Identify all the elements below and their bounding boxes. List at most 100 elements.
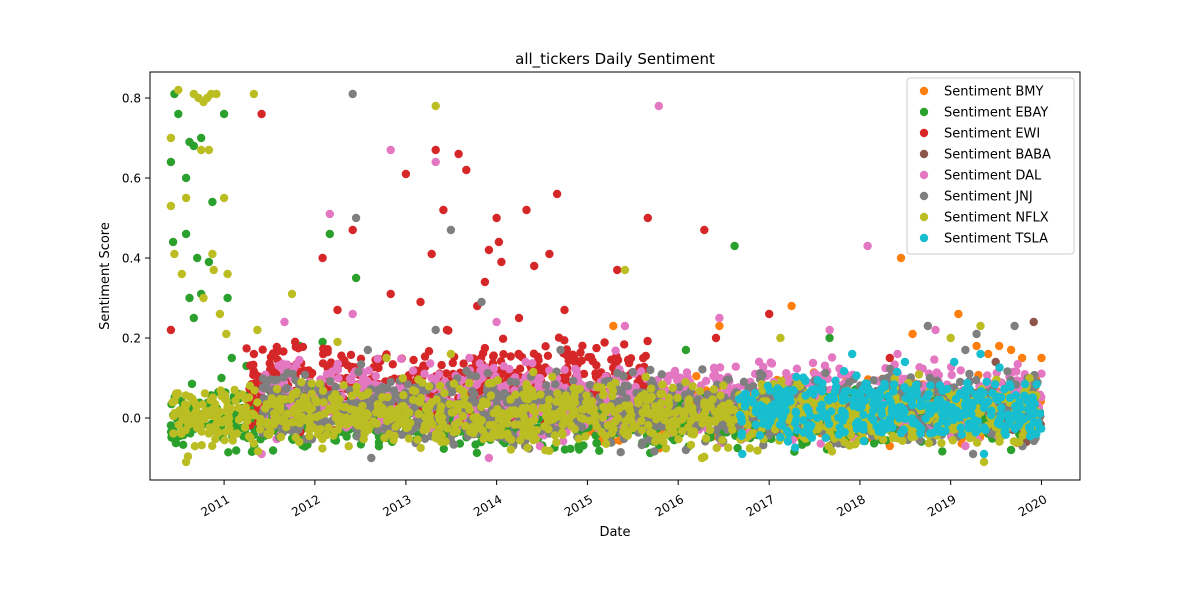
data-point (325, 229, 334, 239)
data-point (553, 389, 562, 398)
data-point (386, 145, 395, 155)
data-point (681, 378, 690, 387)
data-point (623, 382, 633, 391)
data-point (613, 265, 622, 275)
data-point (459, 359, 468, 368)
data-point (650, 447, 659, 456)
data-point (431, 325, 440, 335)
data-point (352, 382, 361, 392)
data-point (600, 338, 609, 347)
data-point (401, 169, 411, 179)
data-point (947, 370, 956, 380)
data-point (984, 349, 993, 359)
data-point (896, 253, 906, 263)
data-point (416, 443, 425, 453)
data-point (492, 317, 501, 327)
data-point (342, 420, 352, 429)
data-point (258, 374, 268, 383)
data-point (258, 345, 267, 354)
data-point (189, 141, 198, 151)
data-point (247, 447, 257, 456)
data-point (983, 371, 992, 380)
data-point (307, 368, 317, 378)
data-point (700, 225, 709, 235)
data-point (709, 385, 718, 394)
data-point (782, 369, 791, 378)
data-point (462, 165, 471, 175)
data-point (290, 337, 300, 346)
data-point (333, 305, 342, 315)
chart-title: all_tickers Daily Sentiment (515, 50, 715, 69)
data-point (767, 359, 777, 368)
data-point (579, 441, 588, 450)
data-point (915, 363, 924, 372)
data-point (489, 351, 498, 360)
data-point (733, 443, 742, 453)
data-point (371, 371, 380, 381)
data-point (484, 245, 494, 255)
data-point (300, 370, 310, 380)
data-point (938, 447, 947, 456)
data-point (585, 380, 595, 390)
data-point (295, 419, 304, 428)
data-point (611, 346, 620, 355)
data-point (334, 374, 343, 383)
data-point (556, 345, 565, 355)
data-point (373, 354, 382, 363)
data-point (716, 391, 725, 400)
data-point (454, 149, 463, 159)
data-point (168, 237, 178, 247)
data-point (995, 341, 1004, 351)
data-point (299, 393, 309, 402)
data-point (494, 237, 504, 247)
data-point (166, 157, 176, 167)
data-point (386, 377, 395, 387)
data-point (193, 253, 202, 263)
data-point (972, 375, 981, 385)
data-point (197, 441, 206, 450)
data-point (318, 444, 327, 453)
data-point (307, 379, 316, 388)
data-point (1003, 367, 1012, 376)
data-point (318, 253, 327, 263)
data-point (243, 416, 252, 426)
data-point (256, 419, 265, 428)
data-point (419, 425, 428, 435)
data-point (893, 349, 902, 359)
data-point (576, 348, 585, 357)
data-point (351, 273, 361, 283)
data-point (521, 357, 530, 367)
data-point (340, 356, 349, 365)
data-point (616, 448, 625, 457)
data-point (270, 376, 279, 385)
data-point (295, 355, 304, 365)
data-point (465, 353, 474, 363)
data-point (270, 409, 279, 418)
data-point (972, 329, 981, 339)
data-point (483, 368, 492, 378)
data-point (519, 429, 528, 438)
data-point (581, 432, 590, 441)
data-point (442, 325, 452, 335)
data-point (827, 353, 837, 362)
data-point (658, 380, 667, 389)
data-point (414, 409, 423, 419)
data-point (764, 369, 773, 379)
data-point (692, 372, 701, 381)
data-point (620, 321, 630, 331)
data-point (514, 313, 524, 323)
data-point (295, 437, 304, 447)
data-point (460, 421, 470, 431)
data-point (924, 439, 934, 448)
data-point (706, 425, 715, 435)
data-point (192, 406, 201, 416)
data-point (253, 398, 262, 407)
data-point (249, 349, 259, 359)
data-point (715, 313, 724, 323)
data-point (677, 415, 687, 424)
data-point (972, 341, 981, 351)
data-point (718, 436, 727, 445)
data-point (325, 209, 334, 219)
data-point (346, 350, 356, 360)
data-point (647, 392, 656, 402)
